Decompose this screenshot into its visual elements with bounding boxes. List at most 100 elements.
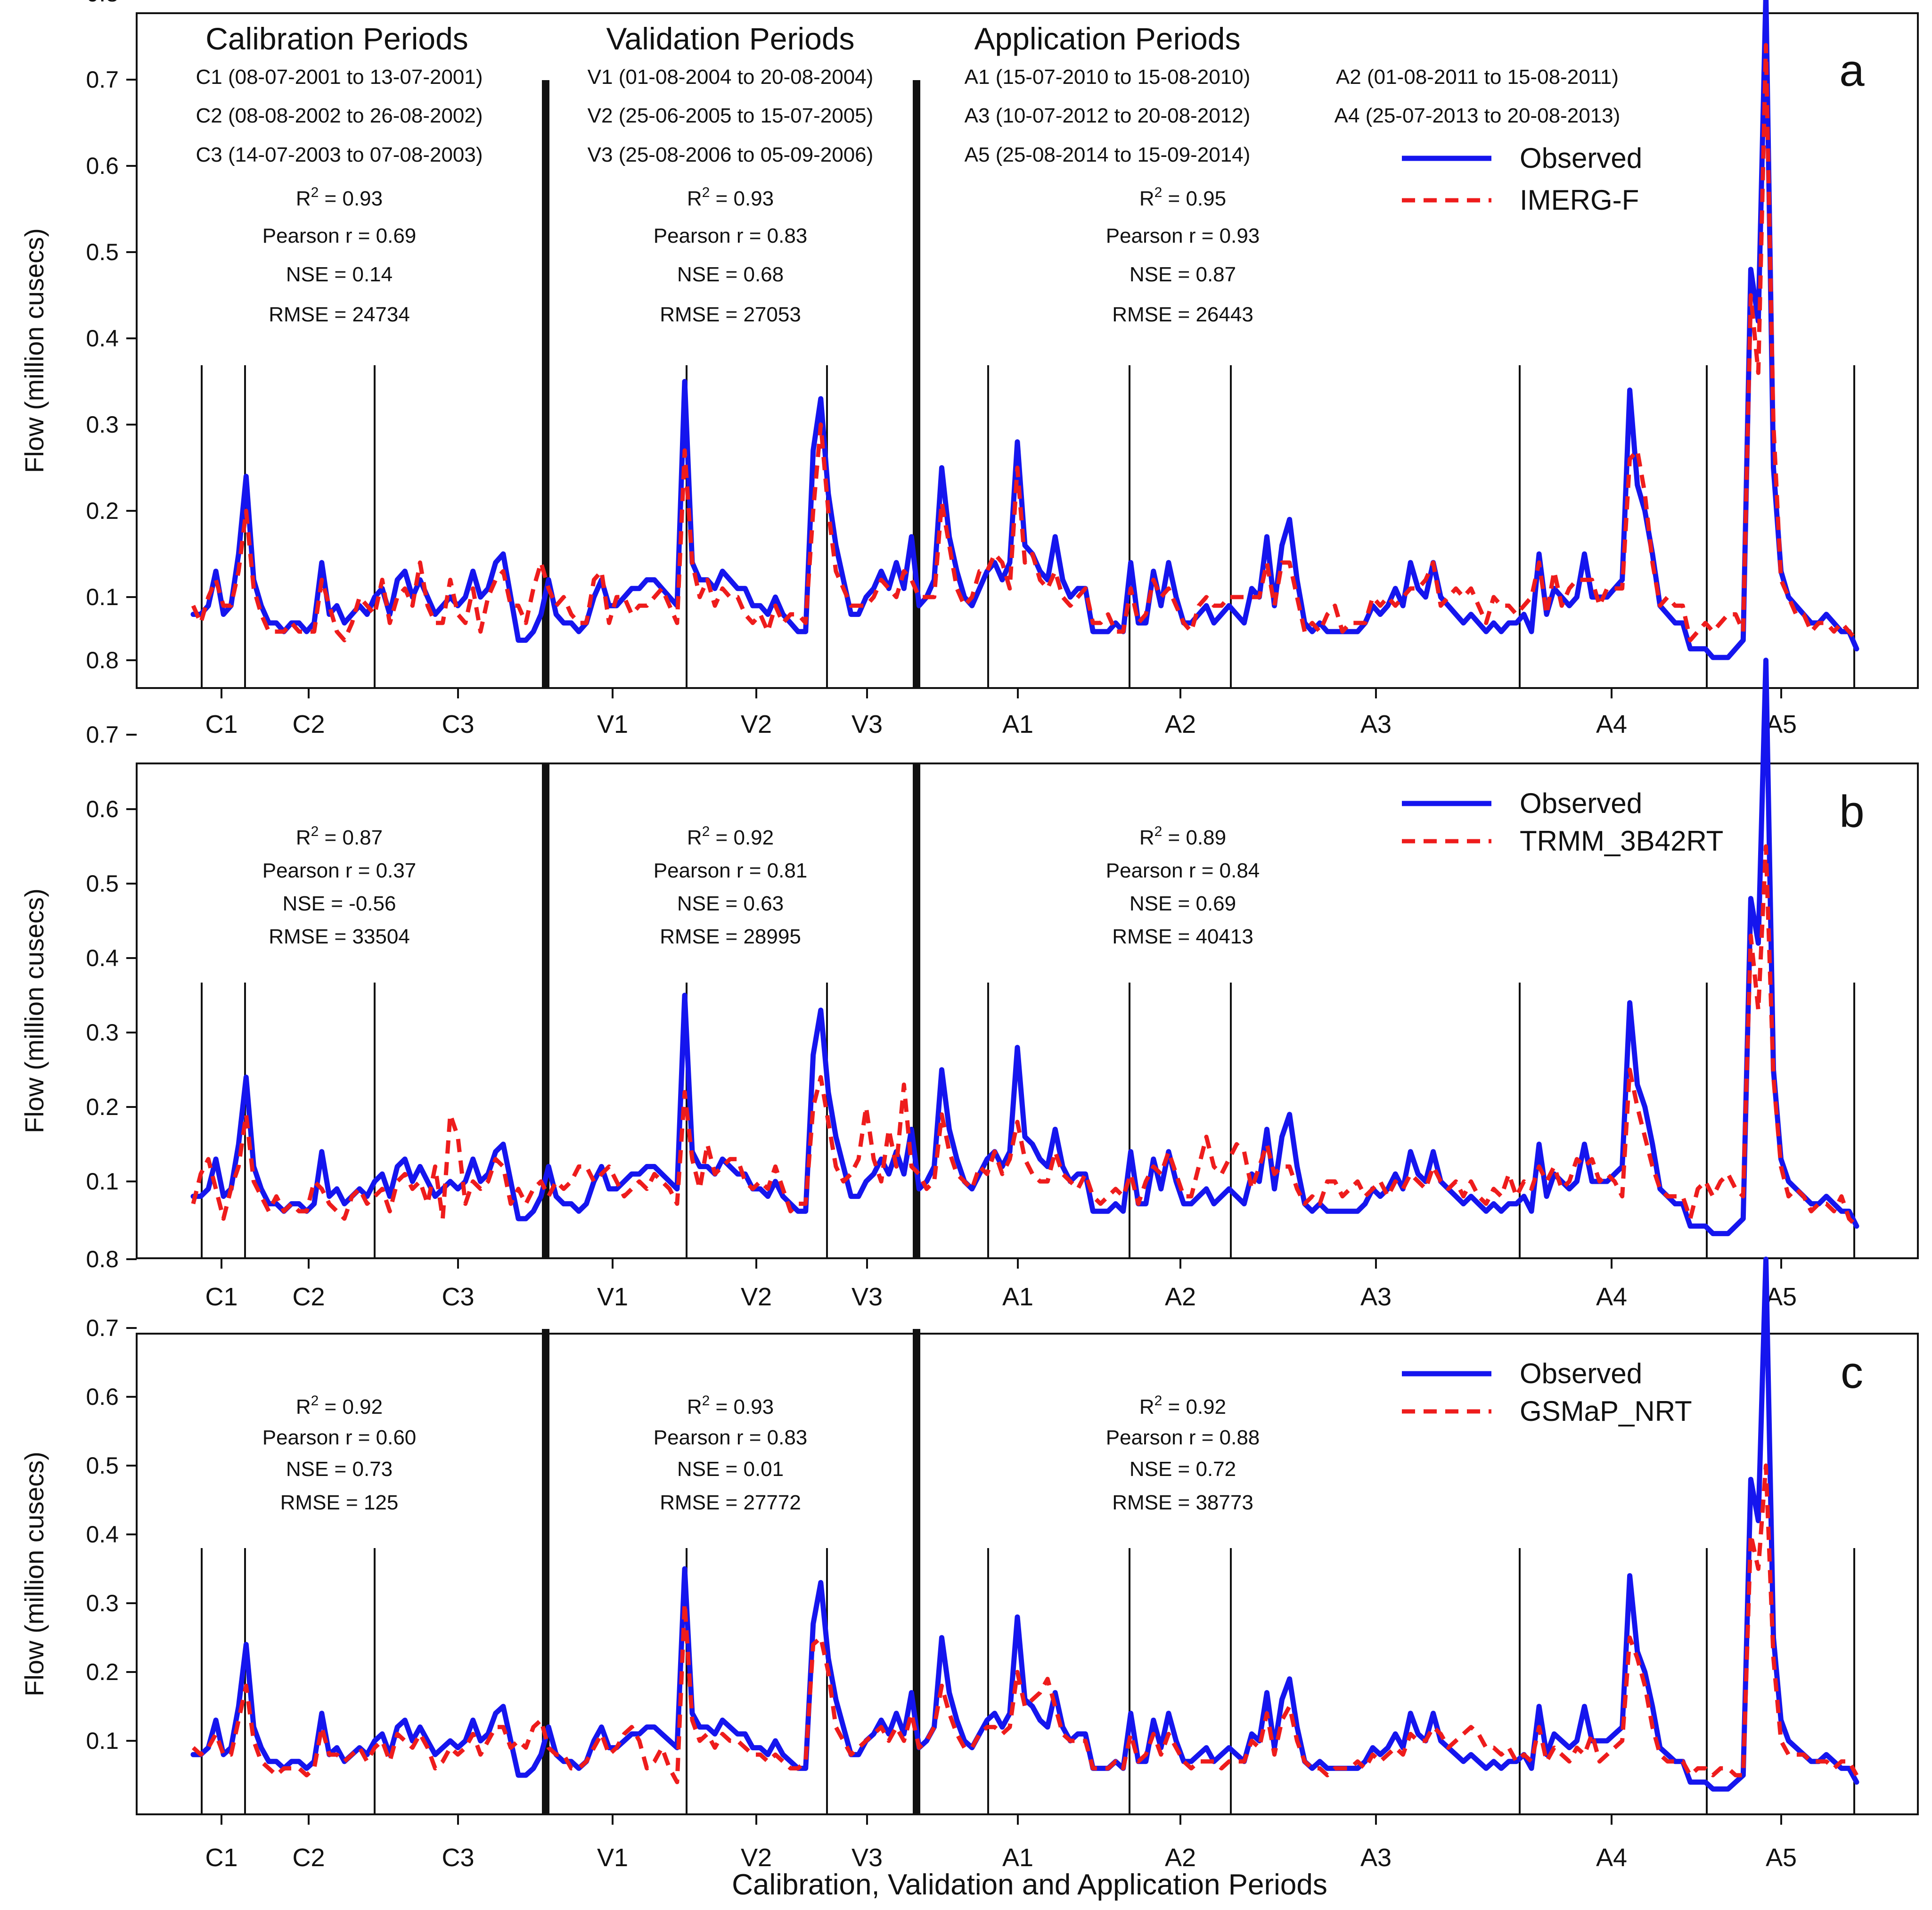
panel-b-legend: Observed TRMM_3B42RT xyxy=(1402,787,1723,857)
y-tick-label: 0.5 xyxy=(86,870,119,897)
y-tick-label: 0.3 xyxy=(86,1019,119,1046)
x-tick-label-v1: V1 xyxy=(597,1844,628,1872)
panel-a-cal-r2: R2 = 0.93 xyxy=(296,185,383,210)
panel-letter-b: b xyxy=(1839,787,1864,837)
panel-a-annotations: Calibration Periods Validation Periods A… xyxy=(196,21,1620,166)
panel-c-app-nse: NSE = 0.72 xyxy=(1130,1458,1236,1481)
x-tick-label-v3: V3 xyxy=(851,710,883,738)
date-line-v3: V3 (25-08-2006 to 05-09-2006) xyxy=(588,143,874,166)
x-tick-label-a3: A3 xyxy=(1360,1844,1392,1872)
panel-b-cal-rmse: RMSE = 33504 xyxy=(269,925,410,948)
panel-b-app-pearson: Pearson r = 0.84 xyxy=(1106,859,1260,882)
panel-c-app-r2: R2 = 0.92 xyxy=(1139,1393,1226,1418)
panel-a-cal-rmse: RMSE = 24734 xyxy=(269,303,410,326)
x-tick-label-c3: C3 xyxy=(442,710,474,738)
panel-b-stats: R2 = 0.87 Pearson r = 0.37 NSE = -0.56 R… xyxy=(262,824,1260,948)
y-tick-label: 0.1 xyxy=(86,584,119,610)
panel-letter-c: c xyxy=(1841,1347,1863,1398)
panel-c-cal-nse: NSE = 0.73 xyxy=(286,1458,393,1481)
x-tick-label-a1: A1 xyxy=(1002,710,1033,738)
y-tick-label: 0.4 xyxy=(86,945,119,971)
legend-label-observed: Observed xyxy=(1520,142,1642,174)
panel-a-app-nse: NSE = 0.87 xyxy=(1130,263,1236,286)
y-tick-label: 0.8 xyxy=(86,0,119,7)
series-imerg-f xyxy=(191,43,1858,642)
x-tick-label-a2: A2 xyxy=(1165,1844,1196,1872)
x-tick-label-c1: C1 xyxy=(205,1844,237,1872)
charts-container: 0.1 0.2 0.3 0.4 0.5 0.6 0.7 0.8 Flow (million cu… xyxy=(19,0,1919,1872)
y-tick-label: 0.7 xyxy=(86,721,119,748)
panel-c-cal-rmse: RMSE = 125 xyxy=(280,1491,399,1514)
panel-c-app-rmse: RMSE = 38773 xyxy=(1112,1491,1253,1514)
date-line-v1: V1 (01-08-2004 to 20-08-2004) xyxy=(588,66,874,89)
panel-b-val-rmse: RMSE = 28995 xyxy=(660,925,801,948)
x-tick-label-a3: A3 xyxy=(1360,1283,1392,1311)
x-tick-label-c2: C2 xyxy=(292,1283,325,1311)
date-line-a3: A3 (10-07-2012 to 20-08-2012) xyxy=(965,104,1251,127)
panel-b-cal-nse: NSE = -0.56 xyxy=(283,892,396,915)
x-tick-label-a2: A2 xyxy=(1165,1283,1196,1311)
y-axis-label: Flow (million cusecs) xyxy=(19,888,49,1133)
series-gsmap-nrt xyxy=(191,1463,1858,1785)
x-tick-label-a4: A4 xyxy=(1596,1283,1627,1311)
x-tick-label-c2: C2 xyxy=(292,1844,325,1872)
x-tick-label-c2: C2 xyxy=(292,710,325,738)
y-tick-label: 0.3 xyxy=(86,411,119,438)
date-line-a5: A5 (25-08-2014 to 15-09-2014) xyxy=(965,143,1251,166)
legend-label-simulated: GSMaP_NRT xyxy=(1520,1395,1692,1427)
y-tick-label: 0.4 xyxy=(86,1521,119,1548)
x-tick-label-v3: V3 xyxy=(851,1283,883,1311)
y-tick-label: 0.3 xyxy=(86,1590,119,1616)
x-tick-label-v2: V2 xyxy=(741,1844,772,1872)
panel-b-val-pearson: Pearson r = 0.81 xyxy=(654,859,808,882)
series-observed xyxy=(190,657,1859,1237)
x-tick-label-a2: A2 xyxy=(1165,710,1196,738)
x-tick-label-v1: V1 xyxy=(597,1283,628,1311)
panel-c-frame xyxy=(136,1333,1919,1815)
x-tick-label-a1: A1 xyxy=(1002,1844,1033,1872)
x-tick-label-c3: C3 xyxy=(442,1283,474,1311)
panel-c-cal-r2: R2 = 0.92 xyxy=(296,1393,383,1418)
y-tick-label: 0.7 xyxy=(86,1315,119,1341)
panel-b-val-nse: NSE = 0.63 xyxy=(677,892,784,915)
application-header: Application Periods xyxy=(974,21,1241,56)
x-tick-label-a5: A5 xyxy=(1766,710,1797,738)
y-tick-label: 0.1 xyxy=(86,1728,119,1754)
panel-a-cal-nse: NSE = 0.14 xyxy=(286,263,393,286)
panel-c-stats: R2 = 0.92 Pearson r = 0.60 NSE = 0.73 RM… xyxy=(262,1393,1260,1514)
y-tick-label: 0.2 xyxy=(86,1659,119,1685)
panel-letter-a: a xyxy=(1839,45,1865,96)
x-tick-label-v2: V2 xyxy=(741,710,772,738)
panel-a-cal-pearson: Pearson r = 0.69 xyxy=(262,224,417,247)
date-line-c3: C3 (14-07-2003 to 07-08-2003) xyxy=(196,143,483,166)
panel-a: 0.1 0.2 0.3 0.4 0.5 0.6 0.7 0.8 Flow (million cu… xyxy=(19,0,1919,738)
y-tick-label: 0.7 xyxy=(86,66,119,93)
calibration-header: Calibration Periods xyxy=(205,21,468,56)
panel-b-frame xyxy=(136,762,1919,1259)
panel-a-app-rmse: RMSE = 26443 xyxy=(1112,303,1253,326)
panel-a-legend: Observed IMERG-F xyxy=(1402,142,1642,216)
y-tick-label: 0.6 xyxy=(86,153,119,179)
panel-c-val-r2: R2 = 0.93 xyxy=(687,1393,774,1418)
panel-a-app-r2: R2 = 0.95 xyxy=(1139,185,1226,210)
panel-c-cal-pearson: Pearson r = 0.60 xyxy=(262,1426,417,1449)
y-tick-label: 0.5 xyxy=(86,1452,119,1479)
legend-label-simulated: IMERG-F xyxy=(1520,184,1639,216)
x-tick-label-c1: C1 xyxy=(205,1283,237,1311)
date-line-v2: V2 (25-06-2005 to 15-07-2005) xyxy=(588,104,874,127)
date-line-c2: C2 (08-08-2002 to 26-08-2002) xyxy=(196,104,483,127)
x-tick-label-a4: A4 xyxy=(1596,710,1627,738)
y-tick-label: 0.2 xyxy=(86,1094,119,1120)
y-tick-label: 0.4 xyxy=(86,325,119,352)
panel-b-app-rmse: RMSE = 40413 xyxy=(1112,925,1253,948)
legend-label-observed: Observed xyxy=(1520,787,1642,819)
x-tick-label-v2: V2 xyxy=(741,1283,772,1311)
panel-b-app-r2: R2 = 0.89 xyxy=(1139,824,1226,849)
validation-header: Validation Periods xyxy=(606,21,854,56)
y-tick-label: 0.2 xyxy=(86,498,119,524)
legend-label-simulated: TRMM_3B42RT xyxy=(1520,825,1723,857)
x-axis-label: Calibration, Validation and Application … xyxy=(732,1869,1327,1901)
panel-b-val-r2: R2 = 0.92 xyxy=(687,824,774,849)
date-line-c1: C1 (08-07-2001 to 13-07-2001) xyxy=(196,66,483,89)
y-tick-label: 0.1 xyxy=(86,1168,119,1195)
